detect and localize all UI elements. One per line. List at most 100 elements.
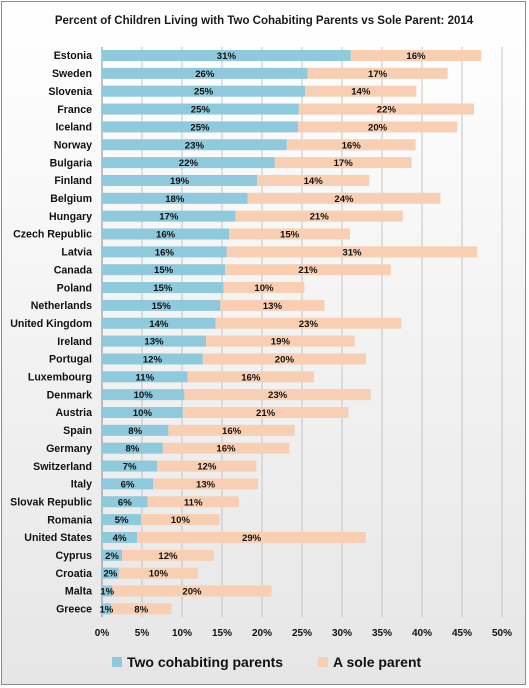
- bar-sole-parent: [153, 478, 258, 490]
- bar-two-cohabiting-parents: [102, 442, 163, 454]
- bar-two-cohabiting-parents: [102, 246, 227, 258]
- category-label: Portugal: [49, 354, 92, 366]
- data-label-two-cohabiting-parents: 10%: [133, 408, 153, 419]
- category-label: Ireland: [57, 336, 92, 348]
- category-label: Latvia: [61, 247, 92, 259]
- bar-two-cohabiting-parents: [102, 335, 206, 347]
- bar-sole-parent: [274, 157, 412, 169]
- data-label-two-cohabiting-parents: 1%: [99, 604, 113, 615]
- bar-sole-parent: [226, 246, 478, 258]
- data-label-sole-parent: 14%: [304, 176, 324, 187]
- data-label-sole-parent: 16%: [342, 140, 362, 151]
- data-label-sole-parent: 11%: [184, 497, 203, 508]
- bar-two-cohabiting-parents: [102, 549, 122, 561]
- category-label: Netherlands: [31, 300, 92, 312]
- data-label-sole-parent: 20%: [275, 354, 295, 365]
- category-label: Finland: [54, 175, 92, 187]
- category-label: United Kingdom: [10, 318, 92, 330]
- data-label-two-cohabiting-parents: 7%: [123, 462, 137, 473]
- bar-two-cohabiting-parents: [102, 282, 224, 294]
- category-label: Estonia: [54, 50, 92, 62]
- data-label-sole-parent: 20%: [182, 587, 202, 598]
- x-tick-label: 20%: [252, 628, 272, 639]
- data-label-two-cohabiting-parents: 31%: [217, 51, 237, 62]
- bar-sole-parent: [220, 299, 325, 311]
- data-label-two-cohabiting-parents: 18%: [165, 194, 185, 205]
- bar-sole-parent: [235, 210, 403, 222]
- category-label: Luxembourg: [28, 372, 92, 384]
- x-axis-ticks: 0% 5% 10% 15% 20% 25% 30% 35% 40% 45% 50%: [95, 628, 512, 639]
- data-label-sole-parent: 21%: [256, 408, 276, 419]
- data-label-sole-parent: 10%: [149, 569, 169, 580]
- data-label-sole-parent: 16%: [222, 426, 242, 437]
- category-label: Iceland: [55, 122, 92, 134]
- data-label-sole-parent: 10%: [254, 283, 274, 294]
- bar-sole-parent: [157, 460, 257, 472]
- category-label: Austria: [56, 407, 93, 419]
- bar-sole-parent: [215, 317, 402, 329]
- data-label-two-cohabiting-parents: 26%: [195, 69, 215, 80]
- data-label-two-cohabiting-parents: 6%: [118, 497, 132, 508]
- bar-sole-parent: [307, 67, 448, 79]
- data-label-two-cohabiting-parents: 25%: [190, 122, 210, 133]
- x-tick-label: 10%: [172, 628, 192, 639]
- category-label: United States: [24, 532, 92, 544]
- bar-two-cohabiting-parents: [102, 478, 154, 490]
- x-tick-label: 30%: [332, 628, 352, 639]
- bar-two-cohabiting-parents: [102, 67, 308, 79]
- category-label: Malta: [65, 586, 92, 598]
- x-tick-label: 40%: [412, 628, 432, 639]
- data-label-two-cohabiting-parents: 2%: [103, 569, 117, 580]
- bar-sole-parent: [182, 407, 349, 418]
- data-label-two-cohabiting-parents: 19%: [170, 176, 190, 187]
- category-label: Slovenia: [48, 86, 92, 98]
- bar-sole-parent: [257, 174, 370, 186]
- data-label-two-cohabiting-parents: 8%: [125, 444, 139, 455]
- bar-two-cohabiting-parents: [102, 531, 138, 543]
- data-label-two-cohabiting-parents: 14%: [149, 319, 169, 330]
- data-label-two-cohabiting-parents: 22%: [179, 158, 199, 169]
- data-label-sole-parent: 12%: [158, 551, 178, 562]
- data-label-sole-parent: 16%: [216, 444, 236, 455]
- bar-sole-parent: [118, 567, 198, 579]
- legend: Two cohabiting parents A sole parent: [112, 654, 422, 670]
- data-label-two-cohabiting-parents: 15%: [153, 283, 173, 294]
- data-label-sole-parent: 13%: [196, 479, 216, 490]
- bar-sole-parent: [112, 585, 272, 597]
- bar-two-cohabiting-parents: [102, 121, 298, 133]
- data-label-sole-parent: 22%: [377, 105, 397, 116]
- category-label: Hungary: [49, 211, 92, 223]
- bar-sole-parent: [110, 603, 172, 615]
- legend-swatch: [112, 657, 122, 667]
- category-label: Croatia: [56, 568, 93, 580]
- bar-sole-parent: [229, 228, 350, 240]
- category-label: Czech Republic: [13, 229, 92, 241]
- bar-two-cohabiting-parents: [102, 353, 203, 365]
- data-label-sole-parent: 21%: [310, 212, 330, 223]
- data-label-sole-parent: 21%: [298, 265, 318, 276]
- data-label-two-cohabiting-parents: 17%: [159, 212, 179, 223]
- bar-two-cohabiting-parents: [102, 85, 306, 97]
- data-label-sole-parent: 16%: [241, 372, 261, 383]
- x-tick-label: 25%: [292, 628, 312, 639]
- data-label-two-cohabiting-parents: 15%: [154, 265, 174, 276]
- category-label: Spain: [63, 425, 92, 437]
- bar-two-cohabiting-parents: [102, 157, 275, 169]
- bar-two-cohabiting-parents: [102, 407, 183, 418]
- x-tick-label: 5%: [135, 628, 150, 639]
- data-label-two-cohabiting-parents: 4%: [113, 533, 127, 544]
- data-label-sole-parent: 29%: [242, 533, 262, 544]
- data-label-two-cohabiting-parents: 6%: [121, 479, 135, 490]
- category-label: Belgium: [50, 193, 92, 205]
- bar-sole-parent: [147, 496, 239, 508]
- bar-sole-parent: [184, 389, 371, 401]
- bar-two-cohabiting-parents: [102, 103, 299, 115]
- bar-two-cohabiting-parents: [102, 210, 236, 222]
- category-label: Greece: [56, 604, 92, 616]
- bar-sole-parent: [298, 121, 458, 133]
- bar-two-cohabiting-parents: [102, 299, 221, 311]
- data-label-two-cohabiting-parents: 16%: [155, 247, 175, 258]
- bar-sole-parent: [122, 549, 214, 561]
- category-labels: Estonia Sweden Slovenia France Iceland Norway…: [10, 50, 92, 615]
- bar-sole-parent: [141, 514, 220, 526]
